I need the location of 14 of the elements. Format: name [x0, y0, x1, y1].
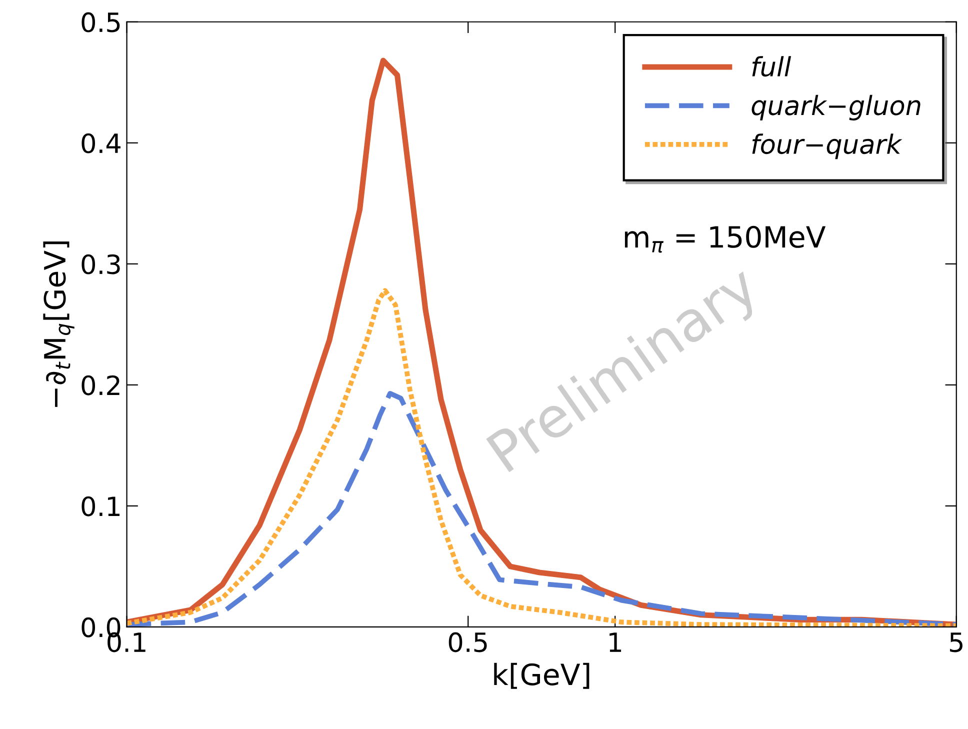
- x-axis-title: k[GeV]: [494, 662, 590, 689]
- legend-label: full: [752, 56, 792, 77]
- y-tick-label: 0.2: [82, 375, 120, 396]
- legend-label: quark−gluon: [752, 94, 920, 120]
- y-tick-label: 0.1: [82, 496, 120, 516]
- y-tick-label: 0.4: [82, 133, 120, 154]
- y-axis-title: −∂$_{t}$M$_{q}$[GeV]: [43, 241, 74, 407]
- legend-label: four−quark: [752, 134, 902, 160]
- x-tick-label: 5: [950, 632, 962, 652]
- y-tick-label: 0.3: [82, 254, 120, 274]
- x-tick-label: 0.5: [448, 632, 487, 652]
- y-tick-label: 0.5: [82, 12, 120, 32]
- x-tick-label: 1: [610, 632, 622, 652]
- annotation: m$_{π}$ = 150MeV: [624, 226, 826, 253]
